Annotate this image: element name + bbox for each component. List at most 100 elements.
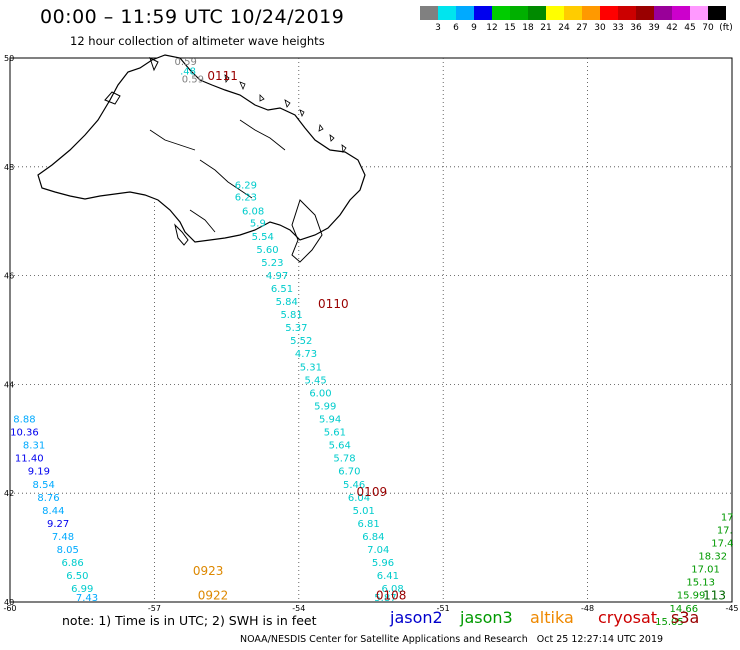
color-scale-label: 30 — [594, 23, 606, 33]
wave-height-points: 0.59.480.596.296.236.085.95.545.605.234.… — [10, 57, 733, 628]
color-scale-label: 15 — [504, 23, 516, 33]
color-swatch — [636, 6, 654, 20]
track-time-label: 0109 — [357, 485, 388, 499]
wave-height-label: 18.32 — [698, 552, 727, 563]
wave-height-label: 7.48 — [52, 532, 74, 543]
island-newfoundland — [37, 54, 366, 243]
track-time-label: 0923 — [193, 564, 224, 578]
x-tick-label: -60 — [3, 604, 16, 613]
color-swatch — [474, 6, 492, 20]
wave-height-label: 6.51 — [271, 284, 293, 295]
track-time-label: 0108 — [376, 588, 407, 602]
x-axis-ticks: -60 -57 -54 -51 -48 -45 — [3, 604, 738, 613]
legend-item-jason3: jason3 — [460, 608, 513, 627]
color-scale-label: 70 — [702, 23, 714, 33]
page-title: 00:00 – 11:59 UTC 10/24/2019 — [40, 6, 345, 28]
wave-height-label: 5.87 — [374, 593, 396, 604]
y-tick-label: 40 — [4, 598, 14, 607]
wave-height-label: 5.78 — [333, 454, 355, 465]
wave-height-label: 15.05 — [655, 617, 684, 628]
y-tick-label: 50 — [4, 54, 14, 63]
wave-height-label: 8.05 — [57, 545, 79, 556]
wave-height-label: 6.29 — [235, 181, 257, 192]
color-swatch — [672, 6, 690, 20]
coastline-inlet-1 — [199, 159, 253, 199]
wave-height-label: 6.50 — [66, 571, 88, 582]
track-labels: 0111 0110 0109 0108 0923 0922 113 — [193, 69, 726, 603]
y-tick-label: 46 — [4, 272, 14, 281]
wave-height-label: 6.04 — [348, 493, 370, 504]
map-grid — [9, 57, 733, 603]
y-tick-label: 48 — [4, 163, 14, 172]
color-swatch — [456, 6, 474, 20]
color-scale-label: 21 — [540, 23, 552, 33]
wave-height-label: 8.54 — [33, 480, 55, 491]
track-time-label: 113 — [703, 588, 726, 602]
wave-height-label: 6.08 — [242, 207, 264, 218]
track-time-label: 0111 — [207, 69, 238, 83]
page-subtitle: 12 hour collection of altimeter wave hei… — [70, 34, 325, 48]
wave-height-label: .48 — [180, 66, 196, 77]
color-swatch — [654, 6, 672, 20]
wave-height-label: 5.96 — [372, 558, 394, 569]
wave-height-label: 5.45 — [305, 375, 327, 386]
color-swatch — [510, 6, 528, 20]
color-swatch — [528, 6, 546, 20]
wave-height-label: 0.59 — [175, 57, 197, 68]
wave-height-label: 14.66 — [670, 604, 699, 615]
wave-height-label: 8.76 — [37, 493, 59, 504]
wave-height-label: 6.84 — [362, 532, 384, 543]
x-tick-label: -48 — [581, 604, 594, 613]
color-scale-label: 24 — [558, 23, 570, 33]
wave-height-label: 5.60 — [256, 245, 278, 256]
wave-height-label: 5.46 — [343, 480, 365, 491]
coastline-inlet-3 — [239, 119, 286, 151]
wave-height-label: 0.59 — [182, 74, 204, 85]
color-swatch — [690, 6, 708, 20]
color-scale-label: 36 — [630, 23, 642, 33]
wave-height-label: 6.86 — [61, 558, 83, 569]
wave-height-label: 8.88 — [13, 414, 35, 425]
track-time-label: 0110 — [318, 297, 349, 311]
wave-height-label: 5.01 — [353, 506, 375, 517]
color-swatch — [492, 6, 510, 20]
track-time-label: 0922 — [198, 588, 229, 602]
island-peninsula — [291, 199, 323, 263]
color-scale-label: 9 — [471, 23, 477, 33]
wave-height-label: 17. — [717, 525, 733, 536]
color-scale-label: 33 — [612, 23, 624, 33]
coastline-north-tip — [104, 57, 159, 105]
wave-height-label: 6.23 — [235, 193, 257, 204]
wave-height-label: 10.36 — [10, 428, 39, 439]
color-swatch — [600, 6, 618, 20]
wave-height-label: 17.01 — [691, 565, 720, 576]
map-frame — [9, 57, 733, 603]
color-swatch — [438, 6, 456, 20]
y-axis-ticks: 50 48 46 44 42 40 — [4, 54, 14, 607]
color-swatch — [420, 6, 438, 20]
y-tick-label: 42 — [4, 489, 14, 498]
coastline-inlet-4 — [189, 209, 216, 233]
x-tick-label: -54 — [292, 604, 305, 613]
wave-height-label: 5.64 — [329, 441, 351, 452]
wave-height-label: 9.19 — [28, 467, 50, 478]
wave-height-label: 6.00 — [309, 388, 331, 399]
wave-height-label: 5.99 — [314, 401, 336, 412]
color-swatch — [564, 6, 582, 20]
wave-height-label: 6.81 — [357, 519, 379, 530]
color-swatch — [618, 6, 636, 20]
x-tick-label: -57 — [148, 604, 161, 613]
wave-height-label: 5.9 — [250, 219, 266, 230]
color-scale-label: 42 — [666, 23, 678, 33]
wave-height-label: 6.41 — [377, 571, 399, 582]
wave-height-label: 8.44 — [42, 506, 64, 517]
wave-height-label: 5.52 — [290, 336, 312, 347]
wave-height-label: 5.37 — [285, 323, 307, 334]
wave-height-label: 5.61 — [324, 428, 346, 439]
wave-height-label: 6.08 — [382, 584, 404, 595]
footer-note: note: 1) Time is in UTC; 2) SWH is in fe… — [62, 613, 317, 628]
coastline-southwest — [174, 223, 189, 246]
wave-height-label: 5.81 — [280, 310, 302, 321]
